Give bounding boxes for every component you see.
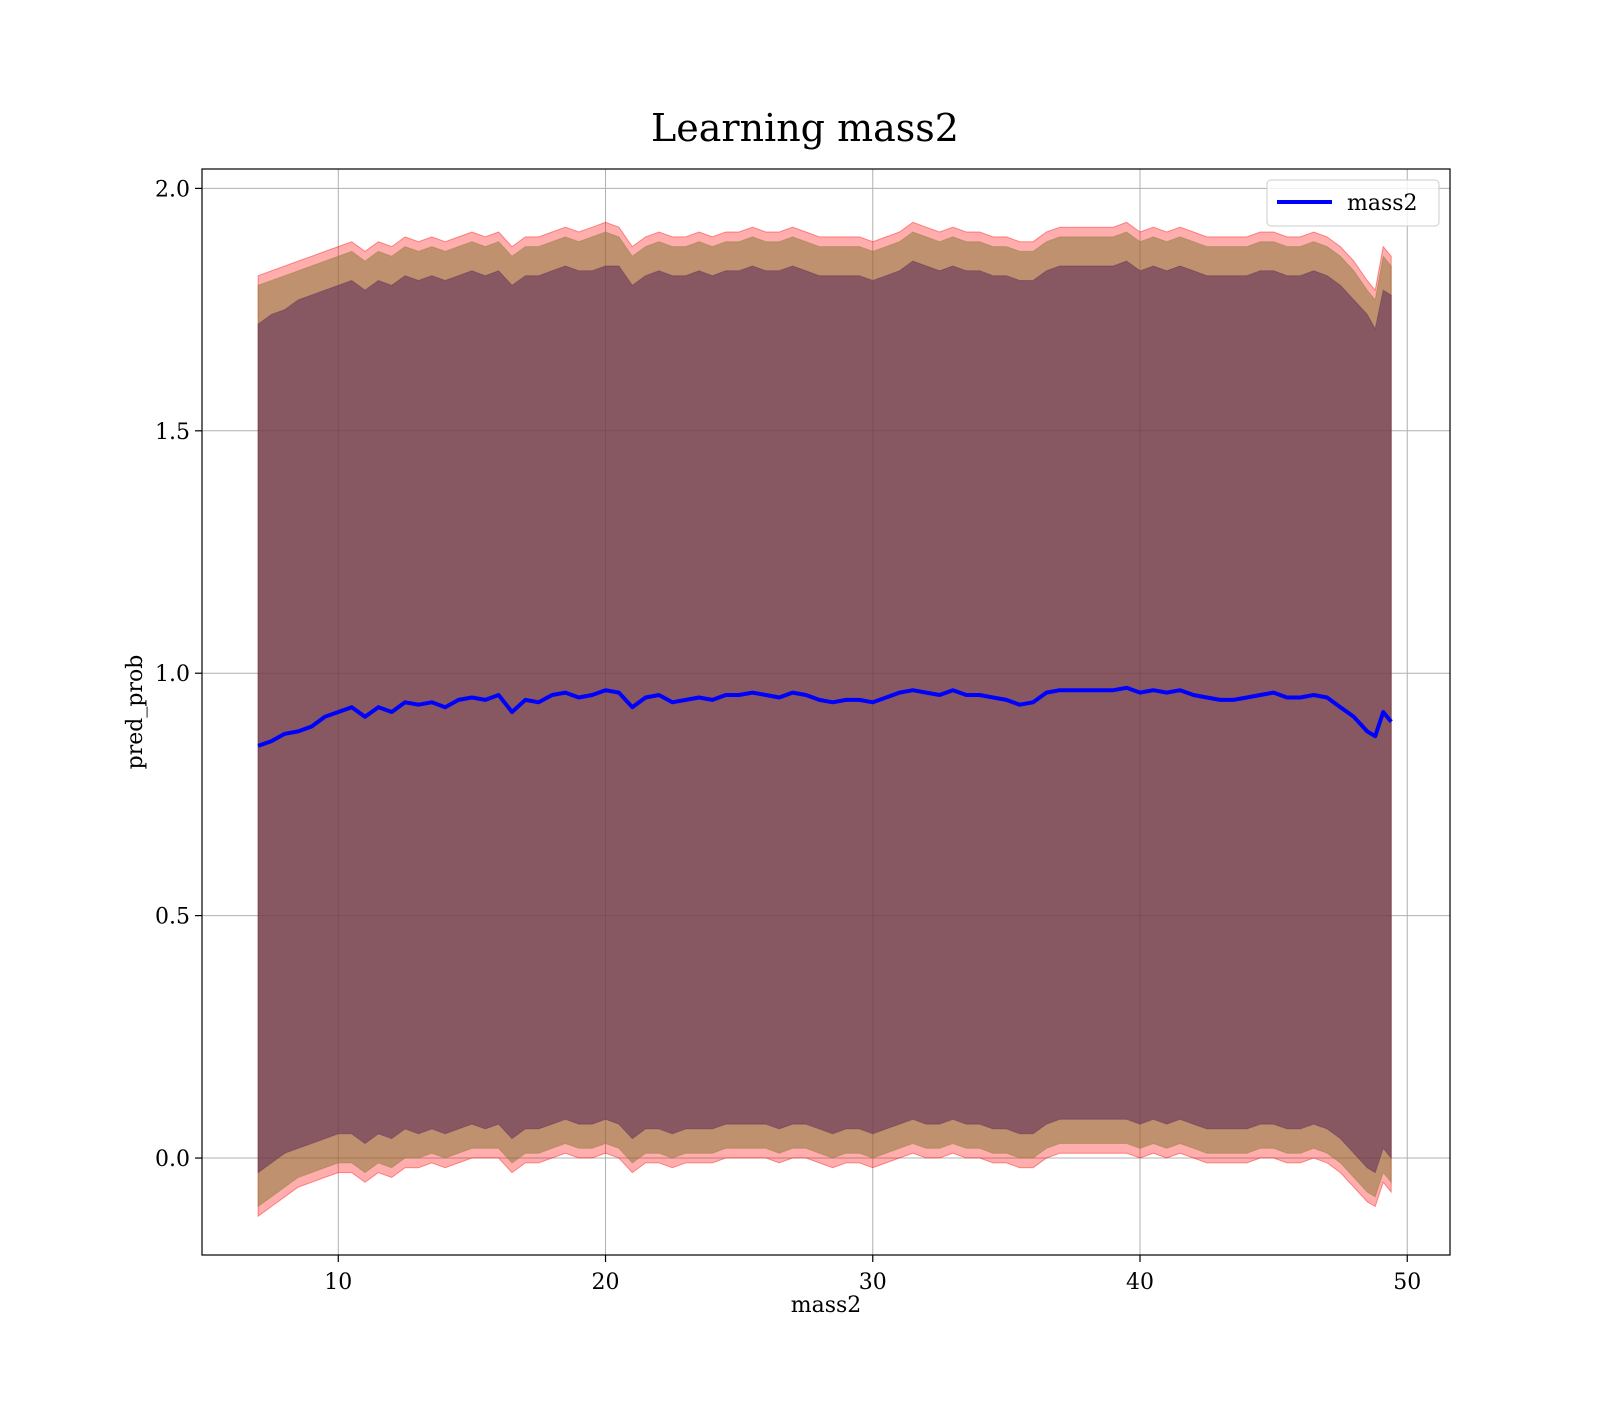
y-tick-label-1: 0.5 (155, 905, 190, 930)
series-line-mass2 (257, 685, 1393, 748)
legend-box (1266, 179, 1440, 227)
legend: mass2 (1266, 179, 1440, 227)
x-tick-label-2: 30 (859, 1270, 887, 1295)
y-axis-ticks: 0.0 0.5 1.0 1.5 2.0 (155, 177, 202, 1172)
x-axis-ticks: 10 20 30 40 50 (324, 1255, 1421, 1295)
y-tick-label-3: 1.5 (155, 420, 190, 445)
x-tick-label-3: 40 (1126, 1270, 1154, 1295)
y-axis-label: pred_prob (123, 655, 148, 770)
x-tick-label-0: 10 (324, 1270, 352, 1295)
x-tick-label-4: 50 (1393, 1270, 1421, 1295)
confidence-bands (257, 221, 1392, 1218)
band-inner (257, 260, 1392, 1174)
plot-frame (201, 168, 1451, 1256)
y-tick-label-2: 1.0 (155, 662, 190, 687)
y-tick-label-4: 2.0 (155, 177, 190, 202)
legend-label-mass2: mass2 (1347, 191, 1418, 216)
x-axis-label: mass2 (791, 1293, 862, 1318)
x-tick-label-1: 20 (592, 1270, 620, 1295)
chart-title: Learning mass2 (651, 106, 959, 150)
y-tick-label-0: 0.0 (155, 1147, 190, 1172)
series-lines (257, 685, 1393, 748)
